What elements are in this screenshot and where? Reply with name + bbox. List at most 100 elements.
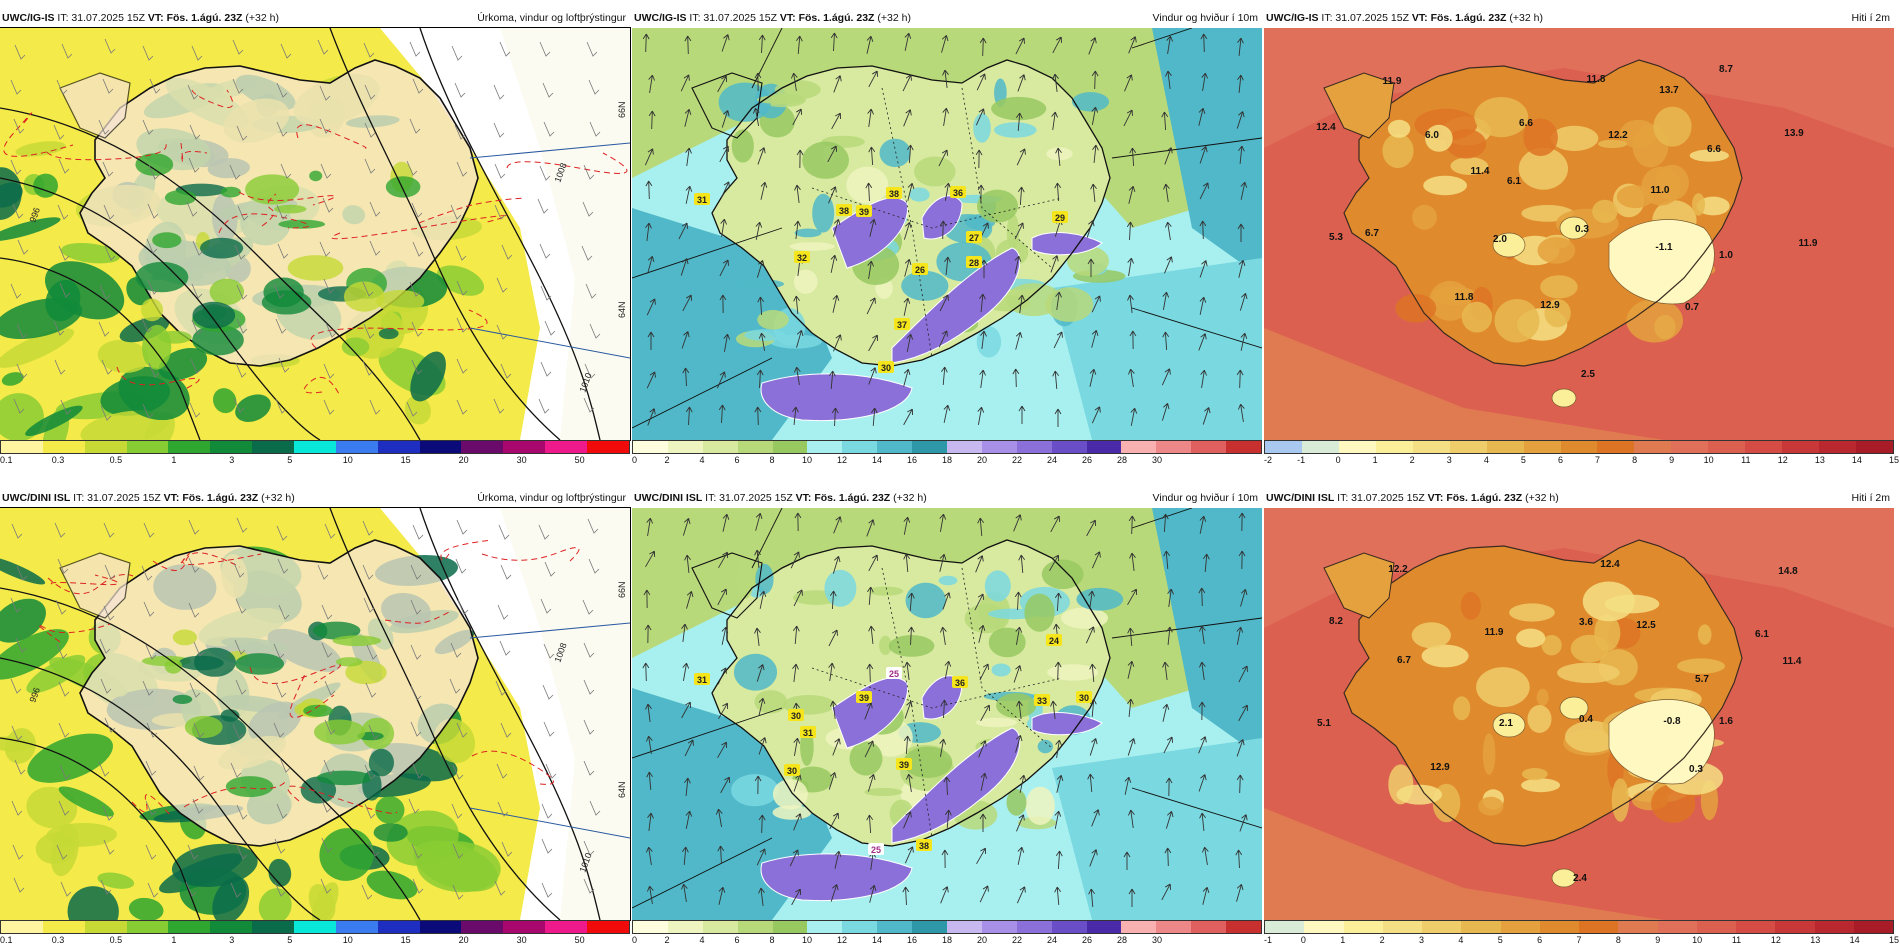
temp-cell [1453, 696, 1471, 721]
gust-value-label: 31 [800, 726, 816, 738]
wind-arrow [1088, 888, 1096, 908]
wind-arrow [647, 255, 655, 274]
wind-barb [323, 759, 335, 775]
wind-barb [500, 363, 512, 379]
wind-barb [456, 519, 468, 535]
wind-barb [456, 399, 468, 415]
wind-arrow [866, 663, 874, 683]
wind-arrow [795, 35, 803, 55]
colorbar-tick-label: 6 [734, 455, 740, 465]
wind-arrow [1127, 368, 1135, 387]
wind-barb [494, 880, 506, 896]
wind-arrow [1091, 809, 1100, 827]
wind-barb [275, 398, 287, 414]
temp-cell [1592, 199, 1618, 223]
wind-barb [104, 564, 116, 580]
wind-barb [188, 602, 200, 618]
latitude-label: 64N [617, 301, 627, 318]
temp-cell [1544, 299, 1571, 328]
lead-time: (+32 h) [261, 492, 295, 504]
wind-arrow [1015, 626, 1023, 645]
wind-arrow [644, 148, 654, 166]
init-time: IT: 31.07.2025 15Z [1337, 492, 1425, 504]
wind-arrow [1161, 513, 1169, 533]
temp-cell [1509, 603, 1555, 622]
wind-barb [187, 844, 199, 860]
precip-cell [0, 598, 46, 643]
lead-time: (+32 h) [1509, 12, 1543, 24]
wind-arrow [942, 107, 950, 126]
precip-cell [152, 232, 182, 249]
wind-arrow [1016, 148, 1026, 166]
svg-text:30: 30 [787, 766, 797, 776]
panel-header: UWC/IG-IS IT: 31.07.2025 15Z VT: Fös. 1.… [632, 8, 1262, 28]
wind-barb [142, 680, 154, 696]
wind-barb [322, 197, 334, 213]
wind-arrow [684, 777, 691, 796]
colorbar-swatch [503, 441, 546, 453]
wind-barb [278, 604, 290, 620]
wind-barb [280, 163, 292, 179]
wind-barb [454, 124, 466, 140]
graticule-line [751, 28, 783, 89]
wind-barb [103, 839, 115, 855]
wind-arrow [794, 220, 801, 239]
wind-arrow [1238, 665, 1248, 683]
panel-header: UWC/DINI ISL IT: 31.07.2025 15Z VT: Fös.… [0, 488, 630, 508]
wind-arrow [977, 517, 985, 537]
wind-arrow [1201, 72, 1209, 91]
forecast-map: 996 1008 1010 66N 64N [0, 27, 631, 441]
wind-speed-cell [754, 690, 788, 714]
precip-cell [225, 776, 274, 798]
temperature-value-label: 6.1 [1507, 176, 1521, 187]
temperature-contour [296, 124, 367, 149]
wind-speed-cell [731, 129, 754, 163]
wind-speed-cell [772, 805, 812, 820]
wind-arrow [1165, 777, 1173, 797]
colorbar-tick-label: 8 [1632, 455, 1638, 465]
wind-arrow [646, 885, 654, 904]
wind-arrow [1202, 886, 1210, 905]
wind-barb [13, 118, 25, 134]
wind-barb [100, 405, 112, 421]
gust-value-label: 27 [966, 231, 982, 243]
wind-barb [236, 804, 248, 820]
wind-barb [278, 357, 290, 373]
wind-barb [274, 838, 286, 854]
wind-arrow [833, 219, 841, 237]
wind-speed-cell [1076, 587, 1124, 611]
wind-barb [544, 561, 556, 577]
colorbar-swatch [1657, 921, 1697, 933]
colorbar-tick-label: 9 [1655, 935, 1661, 945]
wind-arrow [867, 774, 876, 792]
temp-cell [1521, 768, 1548, 781]
wind-barb [406, 401, 418, 417]
wind-barb [234, 639, 246, 655]
wind-barb [410, 721, 422, 737]
wind-arrow [866, 297, 876, 315]
wind-arrow [793, 813, 802, 831]
colorbar-tick-label: 24 [1046, 935, 1058, 945]
wind-barb [275, 682, 287, 698]
wind-barb [583, 642, 595, 658]
wind-arrow [792, 663, 799, 682]
wind-barb [230, 882, 242, 898]
colorbar-swatch [1191, 441, 1227, 453]
colorbar-swatch [1265, 441, 1302, 453]
wind-barb [411, 359, 423, 375]
wind-barb [14, 44, 26, 60]
wind-arrow [1055, 850, 1063, 870]
wind-arrow [902, 886, 910, 906]
wind-arrow [940, 699, 948, 719]
region-boundary [961, 87, 1053, 269]
wind-barb [323, 278, 335, 294]
wind-arrow [939, 294, 949, 312]
precip-cell [0, 556, 46, 585]
colorbar-tick-label: 14 [1849, 935, 1860, 945]
precip-cell [178, 655, 224, 671]
colorbar-swatch [126, 921, 169, 933]
forecast-panel-temp: UWC/IG-IS IT: 31.07.2025 15Z VT: Fös. 1.… [1264, 8, 1899, 468]
wind-arrow [684, 35, 692, 55]
wind-arrow [1052, 73, 1059, 92]
wind-arrow [1236, 369, 1244, 389]
